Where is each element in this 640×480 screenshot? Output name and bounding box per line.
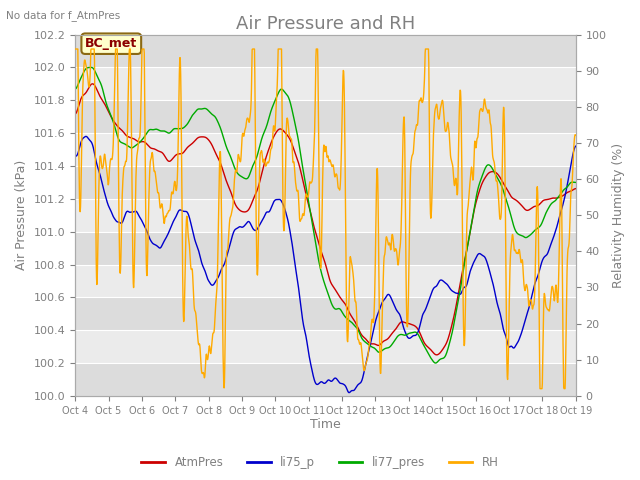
Text: BC_met: BC_met xyxy=(85,37,138,50)
Bar xyxy=(75,67,576,100)
Title: Air Pressure and RH: Air Pressure and RH xyxy=(236,15,415,33)
Bar xyxy=(75,100,576,133)
Legend: AtmPres, li75_p, li77_pres, RH: AtmPres, li75_p, li77_pres, RH xyxy=(137,452,503,474)
Y-axis label: Relativity Humidity (%): Relativity Humidity (%) xyxy=(612,143,625,288)
Bar xyxy=(75,297,576,330)
Bar xyxy=(75,330,576,363)
Bar xyxy=(75,363,576,396)
Bar xyxy=(75,133,576,166)
X-axis label: Time: Time xyxy=(310,419,341,432)
Bar xyxy=(75,264,576,297)
Bar xyxy=(75,232,576,264)
Text: No data for f_AtmPres: No data for f_AtmPres xyxy=(6,10,121,21)
Bar xyxy=(75,199,576,232)
Bar xyxy=(75,35,576,67)
Y-axis label: Air Pressure (kPa): Air Pressure (kPa) xyxy=(15,160,28,270)
Bar xyxy=(75,166,576,199)
